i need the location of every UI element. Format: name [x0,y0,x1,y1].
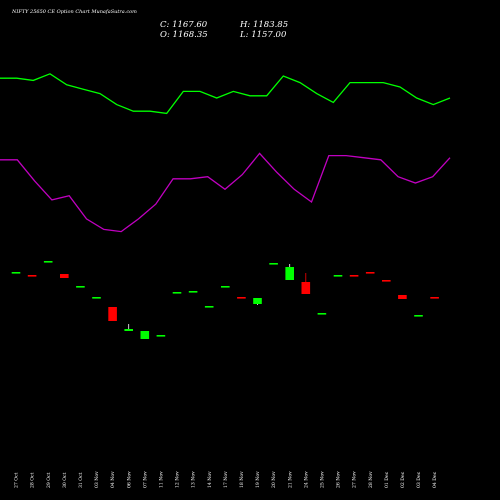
x-tick-label: 19 Nov [255,471,261,488]
candle-body [365,272,375,274]
candle [60,274,69,278]
candle [317,313,327,315]
candle-body [43,261,53,263]
x-tick-label: 12 Nov [175,471,181,488]
candle-body [156,335,166,337]
candle-layer [11,261,439,339]
x-tick-label: 27 Nov [352,471,358,488]
x-tick-label: 31 Oct [78,472,84,488]
candle [269,263,278,265]
x-tick-label: 28 Nov [368,471,374,488]
candle-body [11,272,21,274]
x-tick-label: 28 Oct [30,472,36,488]
candle-body [27,275,37,277]
candle [253,298,262,305]
candle [140,331,150,339]
candle [430,297,439,299]
candle-body [414,315,423,317]
open-label: O: 1168.35 [160,30,208,40]
candle-body [140,331,150,339]
candle [398,295,407,299]
x-tick-label: 26 Nov [336,471,342,488]
candle [156,335,166,337]
x-tick-label: 11 Nov [159,471,165,488]
x-tick-label: 20 Nov [271,471,277,488]
lower-line-layer [0,152,451,233]
candle-body [398,295,407,299]
x-tick-label: 25 Nov [320,471,326,488]
x-tick-label: 30 Oct [62,472,68,488]
x-tick-label: 02 Dec [400,471,406,488]
candle-body [269,263,278,265]
x-tick-label: 07 Nov [142,471,148,488]
candle [414,315,423,317]
candle [301,273,311,294]
candle [43,261,53,263]
x-tick-label: 13 Nov [191,471,197,488]
candle [382,280,391,282]
candle-body [430,297,439,299]
candle [349,275,359,277]
candle [188,291,198,293]
candle [11,272,21,274]
x-tick-label: 01 Dec [384,471,390,488]
x-tick-label: 17 Nov [223,471,229,488]
x-tick-label: 14 Nov [207,471,213,488]
upper-line-layer [0,73,451,115]
upper-indicator-line [0,73,451,115]
candle-body [349,275,359,277]
x-tick-label: 24 Nov [303,471,309,488]
x-tick-label: 04 Nov [110,471,116,488]
candle [221,286,230,288]
x-tick-label: 03 Nov [94,471,100,488]
lower-indicator-line [0,152,451,233]
candle [285,264,294,280]
x-tick-label: 21 Nov [287,471,293,488]
candle-body [172,292,182,294]
candle [124,324,133,331]
candle-body [317,313,327,315]
close-label: C: 1167.60 [160,20,208,30]
candle-body [108,307,117,321]
x-axis-ticks: 27 Oct 28 Oct 29 Oct 30 Oct 31 Oct 03 Nov 04 N… [14,471,439,488]
candle-body [285,267,294,280]
x-tick-label: 18 Nov [239,471,245,488]
candle [27,275,37,277]
candle-body [221,286,230,288]
candle [237,297,246,299]
x-tick-label: 29 Oct [46,472,52,488]
candle-body [382,280,391,282]
x-tick-label: 27 Oct [14,472,20,488]
candle-body [92,297,101,299]
candle [204,306,214,308]
candle-body [237,297,246,299]
candle-body [301,282,311,294]
candle-body [124,329,133,331]
low-label: L: 1157.00 [239,30,287,40]
high-label: H: 1183.85 [239,20,288,30]
x-tick-label: 04 Dec [432,471,438,488]
candle-body [333,275,343,277]
candle [108,307,117,321]
candle-body [253,298,262,304]
candle [172,292,182,294]
candle-body [188,291,198,293]
candle-body [204,306,214,308]
candle [333,275,343,277]
candle [92,297,101,299]
candle-body [76,286,85,288]
x-tick-label: 06 Nov [126,471,132,488]
x-tick-label: 03 Dec [416,471,422,488]
chart-title: NIFTY 25650 CE Option Chart MunafaSutra.… [11,9,137,15]
candle-body [60,274,69,278]
candle [76,286,85,288]
candle [365,272,375,274]
